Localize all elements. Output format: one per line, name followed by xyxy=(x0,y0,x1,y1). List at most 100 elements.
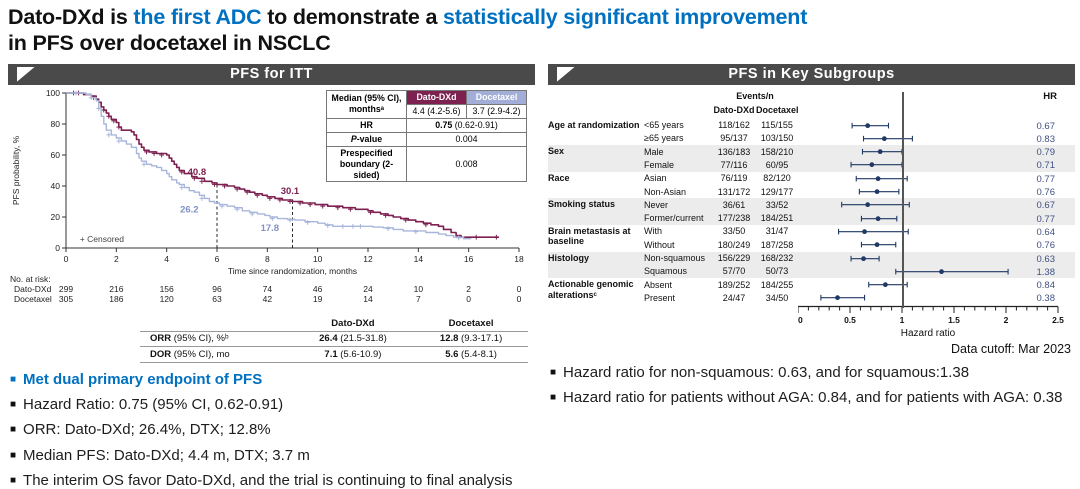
forest-group: Race Asian 76/119 82/120 0.77 Non-Asian 131/17… xyxy=(548,172,1075,199)
svg-text:Time since randomization, mont: Time since randomization, months xyxy=(228,266,357,276)
svg-text:18: 18 xyxy=(514,254,524,264)
forest-subgroup-label: With xyxy=(644,226,662,237)
dor-row-label: DOR (95% CI), mo xyxy=(140,346,292,363)
forest-col-dato: Dato-DXd xyxy=(713,104,755,115)
right-panel-header: PFS in Key Subgroups xyxy=(548,63,1075,85)
svg-text:156: 156 xyxy=(160,284,174,294)
bullet-text: Hazard ratio for patients without AGA: 0… xyxy=(563,389,1063,406)
svg-text:4: 4 xyxy=(164,254,169,264)
forest-ci-row: 0.79 xyxy=(861,147,1055,158)
median-row-header: Median (95% CI), monthsᵃ xyxy=(326,89,407,119)
forest-subgroup-label: Squamous xyxy=(644,266,688,277)
median-value-dato: 4.4 (4.2-5.6) xyxy=(406,103,467,119)
forest-events-docetaxel: 103/150 xyxy=(760,133,794,144)
pvalue-label: P-value xyxy=(326,131,407,147)
orr-blank-cell xyxy=(140,317,292,332)
svg-text:0.77: 0.77 xyxy=(1037,214,1056,225)
svg-text:0.76: 0.76 xyxy=(1037,187,1056,198)
forest-events-dato: 136/183 xyxy=(717,146,751,157)
svg-text:80: 80 xyxy=(51,119,61,129)
forest-events-docetaxel: 168/232 xyxy=(760,253,794,264)
forest-category-label: Sex xyxy=(548,146,565,157)
median-value-docetaxel: 3.7 (2.9-4.2) xyxy=(466,103,527,119)
forest-events-dato: 131/172 xyxy=(717,186,751,197)
forest-group: Age at randomization <65 years 118/162 115/… xyxy=(548,119,1075,146)
square-bullet-icon: ■ xyxy=(10,424,17,436)
forest-plot: Events/n HR Dato-DXd Docetaxel Age at ra… xyxy=(548,91,1075,339)
svg-text:17.8: 17.8 xyxy=(261,223,280,234)
forest-ci-row: 0.67 xyxy=(841,200,1055,211)
title-accent-segment: statistically significant improvement xyxy=(443,5,808,29)
svg-text:PFS probability, %: PFS probability, % xyxy=(11,135,21,205)
svg-text:0: 0 xyxy=(798,315,803,325)
slide-title-line2: in PFS over docetaxel in NSCLC xyxy=(8,30,331,55)
slide-title: Dato-DXd is the first ADC to demonstrate… xyxy=(0,0,1080,59)
title-accent-segment: the first ADC xyxy=(133,5,262,29)
svg-text:0: 0 xyxy=(517,284,522,294)
km-censor-marks-dato-dxd xyxy=(71,90,499,240)
forest-events-docetaxel: 184/251 xyxy=(760,213,794,224)
svg-text:0: 0 xyxy=(466,294,471,304)
svg-text:+ Censored: + Censored xyxy=(80,233,124,243)
data-cutoff-note: Data cutoff: Mar 2023 xyxy=(951,341,1071,356)
svg-text:63: 63 xyxy=(212,294,222,304)
forest-subgroup-label: Female xyxy=(644,159,675,170)
forest-events-dato: 180/249 xyxy=(717,239,751,250)
forest-events-docetaxel: 82/120 xyxy=(763,173,791,184)
orr-col-docetaxel: Docetaxel xyxy=(448,318,494,330)
forest-subgroup-label: <65 years xyxy=(644,120,684,131)
forest-ci-row: 0.71 xyxy=(850,161,1056,172)
forest-group: Sex Male 136/183 158/210 0.79 Female 77/116 60/… xyxy=(548,145,1075,172)
forest-subgroup-label: Present xyxy=(644,292,676,303)
svg-text:46: 46 xyxy=(313,284,323,294)
content-columns: PFS for ITT 0 20 40 60 80 100 0 2 4 6 8 10 12 14 16 18 P… xyxy=(0,59,1080,489)
svg-text:74: 74 xyxy=(263,284,273,294)
forest-hr-header: HR xyxy=(1043,90,1057,102)
forest-subgroup-label: Former/current xyxy=(644,213,704,224)
svg-text:Dato-DXd: Dato-DXd xyxy=(14,284,52,294)
svg-text:8: 8 xyxy=(265,254,270,264)
left-panel-header: PFS for ITT xyxy=(8,63,535,85)
bullet-item: ■ The interim OS favor Dato-DXd, and the … xyxy=(10,472,533,489)
forest-subgroup-label: Without xyxy=(644,239,675,250)
svg-text:2: 2 xyxy=(1004,315,1009,325)
forest-subgroup-label: Asian xyxy=(644,173,667,184)
bullet-item: ■ Met dual primary endpoint of PFS xyxy=(10,371,533,390)
forest-subgroup-label: Non-squamous xyxy=(644,253,706,264)
svg-text:10: 10 xyxy=(414,284,424,294)
forest-category-label: Histology xyxy=(548,252,590,263)
forest-header-row-2: Dato-DXd Docetaxel xyxy=(548,105,1075,119)
forest-ci-row: 1.38 xyxy=(895,267,1055,278)
forest-ci-row: 0.77 xyxy=(860,214,1056,225)
median-col-dato: Dato-DXd xyxy=(406,89,467,105)
forest-ci-row: 0.38 xyxy=(820,294,1055,305)
forest-rows: Age at randomization <65 years 118/162 115/… xyxy=(548,119,1075,305)
square-bullet-icon: ■ xyxy=(10,449,17,461)
bullet-text: Hazard ratio for non-squamous: 0.63, and… xyxy=(563,363,970,381)
dor-value-dato: 7.1 (5.6-10.9) xyxy=(291,346,415,363)
forest-ci-row: 0.77 xyxy=(855,174,1055,185)
svg-text:24: 24 xyxy=(363,284,373,294)
forest-events-dato: 189/252 xyxy=(717,279,751,290)
hr-label: HR xyxy=(326,117,407,133)
forest-axis: 0 0.5 1 1.5 2 2.5 Hazard ratio xyxy=(798,305,1064,339)
left-bullet-list: ■ Met dual primary endpoint of PFS ■ Hazard… xyxy=(10,371,533,489)
forest-subgroup-label: ≥65 years xyxy=(644,133,684,144)
forest-reference-line xyxy=(902,91,904,308)
svg-text:0: 0 xyxy=(517,294,522,304)
forest-col-docetaxel: Docetaxel xyxy=(756,104,799,115)
svg-text:0.71: 0.71 xyxy=(1037,161,1056,172)
bullet-text: The interim OS favor Dato-DXd, and the t… xyxy=(23,471,513,489)
km-chart-area: 0 20 40 60 80 100 0 2 4 6 8 10 12 14 16 18 PFS probabili… xyxy=(8,85,535,312)
forest-subgroup-label: Male xyxy=(644,146,664,157)
orr-value-dato: 26.4 (21.5-31.8) xyxy=(291,330,415,347)
orr-value-docetaxel: 12.8 (9.3-17.1) xyxy=(414,330,528,347)
bullet-text: Met dual primary endpoint of PFS xyxy=(23,370,263,388)
svg-text:20: 20 xyxy=(51,212,61,222)
svg-text:0.83: 0.83 xyxy=(1037,134,1056,145)
forest-events-dato: 118/162 xyxy=(718,120,750,131)
forest-events-docetaxel: 158/210 xyxy=(760,146,794,157)
forest-group: Histology Non-squamous 156/229 168/232 0.63 S… xyxy=(548,251,1075,279)
svg-text:16: 16 xyxy=(464,254,474,264)
